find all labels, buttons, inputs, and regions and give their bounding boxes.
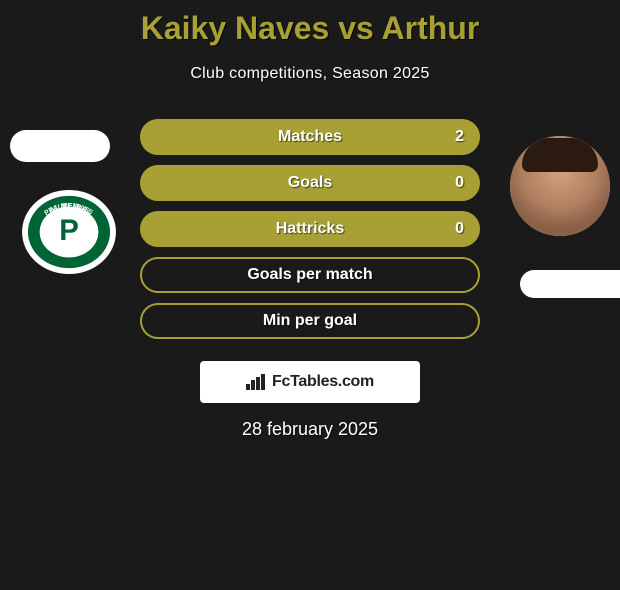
subtitle: Club competitions, Season 2025 <box>0 65 620 83</box>
player-right-avatar <box>510 136 610 236</box>
stat-bar-hattricks: Hattricks 0 <box>140 211 480 247</box>
stat-value: 0 <box>455 174 464 192</box>
stat-label: Hattricks <box>276 220 344 238</box>
player-left-avatar-placeholder <box>10 130 110 162</box>
stat-label: Min per goal <box>263 312 357 330</box>
stat-value: 0 <box>455 220 464 238</box>
team-badge-right-placeholder <box>520 270 620 298</box>
stat-bar-goals: Goals 0 <box>140 165 480 201</box>
stat-bar-matches: Matches 2 <box>140 119 480 155</box>
stat-label: Goals per match <box>247 266 372 284</box>
stat-value: 2 <box>455 128 464 146</box>
svg-text:P: P <box>59 214 79 247</box>
source-attribution: FcTables.com <box>200 361 420 403</box>
stat-bar-goals-per-match: Goals per match <box>140 257 480 293</box>
team-badge-left: P PALMEIRAS PALMEIRAS <box>20 188 118 276</box>
bar-chart-icon <box>246 374 266 390</box>
stat-bar-min-per-goal: Min per goal <box>140 303 480 339</box>
date-text: 28 february 2025 <box>0 419 620 440</box>
stats-list: Matches 2 Goals 0 Hattricks 0 Goals per … <box>140 119 480 339</box>
stat-label: Matches <box>278 128 342 146</box>
page-title: Kaiky Naves vs Arthur <box>0 10 620 47</box>
source-label: FcTables.com <box>272 373 374 391</box>
stat-label: Goals <box>288 174 332 192</box>
